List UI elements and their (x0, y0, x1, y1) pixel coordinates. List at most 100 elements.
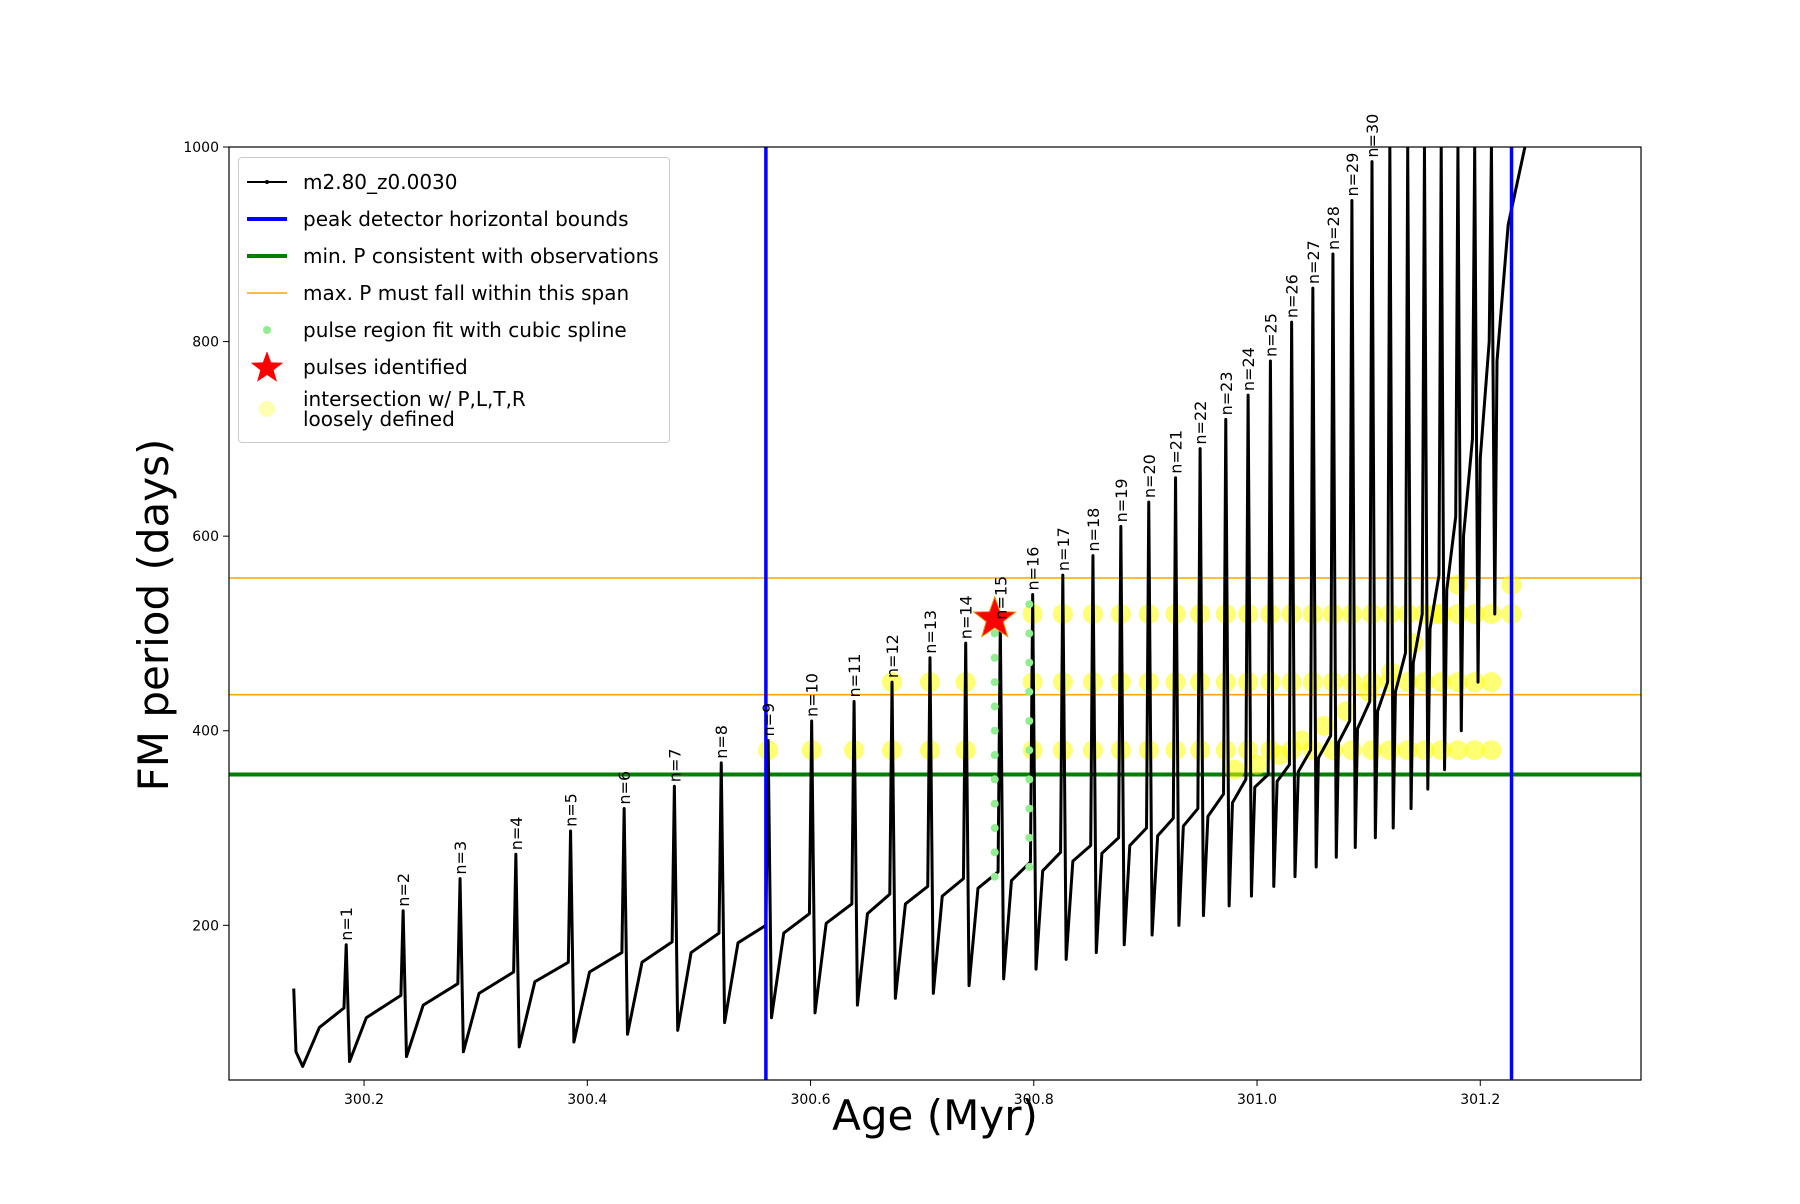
legend-marker (259, 401, 275, 417)
intersection-point (1361, 740, 1382, 761)
pulse-label: n=11 (845, 654, 864, 698)
data-line (292, 147, 1527, 1068)
spline-point (990, 848, 999, 857)
pulse-label: n=30 (1363, 114, 1382, 158)
legend-label: max. P must fall within this span (303, 281, 630, 305)
pulse-label: n=8 (712, 725, 731, 759)
legend-symbol (250, 352, 284, 382)
pulse-label: n=16 (1024, 547, 1043, 591)
spline-point (990, 824, 999, 833)
spline-point (990, 751, 999, 760)
intersection-point (1481, 603, 1502, 624)
spline-point (1025, 746, 1034, 755)
intersection-point (1397, 603, 1418, 624)
intersection-point (1110, 740, 1131, 761)
y-tick-label: 800 (192, 335, 219, 351)
intersection-point (1322, 672, 1343, 693)
legend-entry: peak detector horizontal bounds (245, 204, 659, 234)
pulse-label: n=17 (1054, 527, 1073, 571)
intersection-point (1260, 672, 1281, 693)
pulse-label: n=19 (1112, 478, 1131, 522)
legend-label: intersection w/ P,L,T,R loosely defined (303, 387, 526, 431)
intersection-point (1302, 672, 1323, 693)
x-tick-label: 301.2 (1460, 1092, 1500, 1108)
intersection-point (1313, 715, 1334, 736)
intersection-point (1341, 603, 1362, 624)
intersection-point (1464, 672, 1485, 693)
intersection-point (1215, 740, 1236, 761)
intersection-point (1281, 672, 1302, 693)
legend-label: peak detector horizontal bounds (303, 207, 629, 231)
pulse-label: n=13 (921, 610, 940, 654)
pulse-label: n=14 (957, 595, 976, 639)
spline-point (1025, 717, 1034, 726)
pulse-label: n=20 (1140, 454, 1159, 498)
intersection-point (1291, 730, 1312, 751)
legend-symbol (259, 401, 275, 417)
legend-entry: pulse region fit with cubic spline (245, 315, 659, 345)
pulse-label: n=12 (883, 634, 902, 678)
legend-marker (247, 180, 287, 184)
intersection-point (1238, 740, 1259, 761)
intersection-point (1481, 740, 1502, 761)
pulse-label: n=2 (394, 873, 413, 907)
pulse-label: n=27 (1304, 240, 1323, 284)
spline-point (1025, 687, 1034, 696)
pulse-label: n=25 (1261, 313, 1280, 357)
y-tick-label: 200 (192, 918, 219, 934)
legend-entry: max. P must fall within this span (245, 278, 659, 308)
legend-entry: pulses identified (245, 352, 659, 382)
legend-label: min. P consistent with observations (303, 244, 659, 268)
intersection-point (1322, 603, 1343, 624)
legend-marker (247, 292, 287, 294)
pulse-label: n=29 (1343, 153, 1362, 197)
spline-point (1025, 833, 1034, 842)
pulse-label: n=3 (451, 841, 470, 875)
legend-marker (247, 217, 287, 221)
intersection-point (1238, 672, 1259, 693)
pulse-label: n=1 (337, 907, 356, 941)
legend-symbol (263, 326, 271, 334)
y-tick-label: 400 (192, 724, 219, 740)
intersection-point (1165, 740, 1186, 761)
intersection-point (1379, 740, 1400, 761)
spline-point (1025, 658, 1034, 667)
legend-marker (247, 254, 287, 258)
intersection-point (1361, 603, 1382, 624)
pulse-label: n=5 (562, 793, 581, 827)
pulse-label: n=26 (1283, 274, 1302, 318)
pulse-label: n=15 (991, 576, 1010, 620)
y-tick-label: 600 (192, 529, 219, 545)
intersection-point (1190, 740, 1211, 761)
legend-label: pulse region fit with cubic spline (303, 318, 627, 342)
x-axis-label: Age (Myr) (832, 1091, 1038, 1140)
pulse-label: n=10 (803, 673, 822, 717)
legend-entry: m2.80_z0.0030 (245, 167, 659, 197)
intersection-point (1341, 672, 1362, 693)
intersection-point (1215, 672, 1236, 693)
spline-point (990, 872, 999, 881)
intersection-point (1341, 740, 1362, 761)
x-tick-label: 300.6 (790, 1092, 830, 1108)
spline-point (990, 653, 999, 662)
spline-point (990, 775, 999, 784)
intersection-point (1302, 603, 1323, 624)
pulse-label: n=4 (507, 817, 526, 851)
x-tick-label: 300.2 (344, 1092, 384, 1108)
x-tick-label: 300.4 (567, 1092, 607, 1108)
intersection-point (1447, 740, 1468, 761)
spline-point (990, 799, 999, 808)
spline-point (1025, 862, 1034, 871)
spline-point (1025, 804, 1034, 813)
legend-marker (263, 326, 271, 334)
pulse-label: n=21 (1167, 430, 1186, 474)
legend-label: m2.80_z0.0030 (303, 170, 458, 194)
intersection-point (1379, 603, 1400, 624)
intersection-point (1138, 740, 1159, 761)
spline-point (1025, 600, 1034, 609)
pulse-label: n=28 (1324, 206, 1343, 250)
plot-area (229, 147, 1641, 1080)
